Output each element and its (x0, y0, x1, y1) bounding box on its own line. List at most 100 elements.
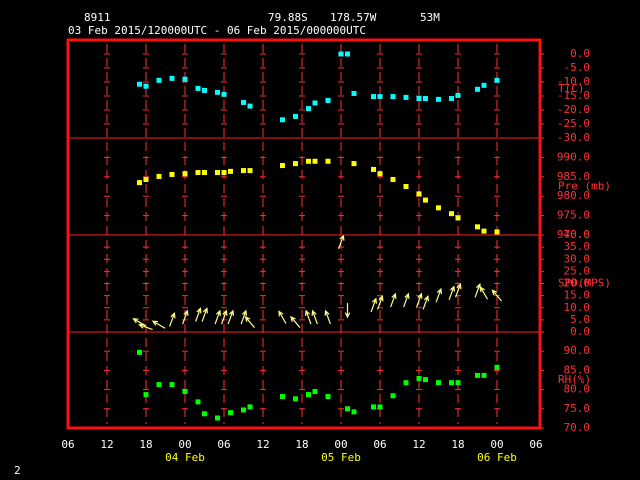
data-point (228, 168, 233, 174)
y-tick-label: 975.0 (557, 209, 590, 222)
x-tick-label: 18 (451, 438, 464, 451)
y-tick-label: -25.0 (557, 117, 590, 130)
wind-arrow (138, 323, 153, 331)
wind-arrow (290, 315, 301, 329)
wind-arrow (244, 315, 255, 329)
data-point (137, 180, 142, 186)
y-tick-label: 980.0 (557, 189, 590, 202)
data-point (351, 409, 357, 415)
wind-arrow (240, 309, 247, 325)
data-point (169, 75, 175, 81)
data-point (325, 97, 331, 103)
wind-arrow (491, 289, 502, 302)
data-point (338, 51, 344, 57)
data-point (351, 90, 357, 96)
wind-arrow (311, 309, 318, 325)
wind-arrow (479, 285, 489, 300)
data-point (423, 197, 428, 203)
y-tick-label: -15.0 (557, 89, 590, 102)
wind-arrow (214, 309, 221, 325)
data-point (390, 94, 396, 100)
wind-arrow (338, 234, 345, 250)
data-point (403, 380, 409, 386)
wind-arrow (227, 309, 234, 325)
x-tick-label: 18 (295, 438, 308, 451)
data-point (494, 364, 500, 370)
data-point (481, 228, 487, 234)
wind-arrow (221, 309, 228, 325)
data-point (293, 161, 298, 167)
panel-label: SPD(MPS) (558, 277, 611, 290)
data-point (156, 382, 162, 388)
data-point (494, 229, 500, 235)
wind-arrow (377, 295, 384, 310)
data-point (156, 77, 162, 83)
y-tick-label: 5.0 (570, 313, 590, 326)
wind-arrow (151, 320, 166, 329)
data-point (215, 170, 220, 176)
data-point (143, 392, 149, 398)
wind-arrow (278, 310, 287, 324)
y-tick-label: 0.0 (570, 47, 590, 60)
wind-arrow (455, 282, 462, 298)
x-tick-label: 00 (490, 438, 503, 451)
data-point (293, 396, 298, 402)
y-tick-label: -5.0 (564, 61, 591, 74)
data-point (143, 177, 149, 183)
x-tick-label: 12 (256, 438, 269, 451)
y-tick-label: 990.0 (557, 150, 590, 163)
wind-arrow (448, 285, 455, 300)
data-point (377, 94, 383, 100)
data-point (241, 99, 246, 105)
data-point (221, 91, 227, 97)
data-point (169, 382, 175, 388)
x-tick-label: 06 (217, 438, 230, 451)
date-label: 04 Feb (165, 451, 205, 464)
y-tick-label: 80.0 (564, 383, 591, 396)
data-point (390, 393, 396, 399)
y-tick-label: 20.0 (564, 277, 591, 290)
data-point (195, 399, 201, 405)
data-point (475, 372, 480, 378)
latitude: 79.88S (268, 11, 308, 24)
y-tick-label: 40.0 (564, 228, 591, 241)
y-tick-label: 30.0 (564, 252, 591, 265)
wind-arrow (403, 292, 410, 308)
wind-arrow (416, 292, 423, 308)
y-tick-label: -30.0 (557, 131, 590, 144)
y-tick-label: 35.0 (564, 240, 591, 253)
data-point (455, 380, 461, 386)
data-point (280, 117, 285, 123)
x-tick-label: 00 (334, 438, 347, 451)
data-point (371, 404, 376, 410)
data-point (215, 89, 220, 95)
longitude: 178.57W (330, 11, 377, 24)
data-point (312, 158, 318, 164)
data-point (182, 76, 188, 82)
x-tick-label: 12 (100, 438, 113, 451)
data-point (312, 389, 318, 395)
wind-arrow (435, 287, 442, 303)
y-tick-label: 10.0 (564, 301, 591, 314)
wind-arrow (305, 309, 312, 325)
wind-arrow (370, 297, 377, 313)
data-point (241, 407, 246, 413)
data-point (345, 406, 350, 412)
data-point (423, 96, 428, 102)
data-point (137, 81, 142, 87)
wind-arrow (344, 303, 351, 319)
data-point (215, 415, 220, 421)
data-point (241, 168, 246, 174)
data-point (371, 94, 376, 100)
data-point (202, 170, 207, 176)
data-point (377, 404, 383, 410)
data-point (436, 205, 441, 211)
data-point (293, 113, 298, 119)
data-point (280, 394, 285, 400)
y-tick-label: 25.0 (564, 264, 591, 277)
data-point (182, 171, 188, 177)
panel-label: RH(%) (558, 373, 591, 386)
data-point (156, 173, 162, 179)
y-tick-label: 970.0 (557, 228, 590, 241)
